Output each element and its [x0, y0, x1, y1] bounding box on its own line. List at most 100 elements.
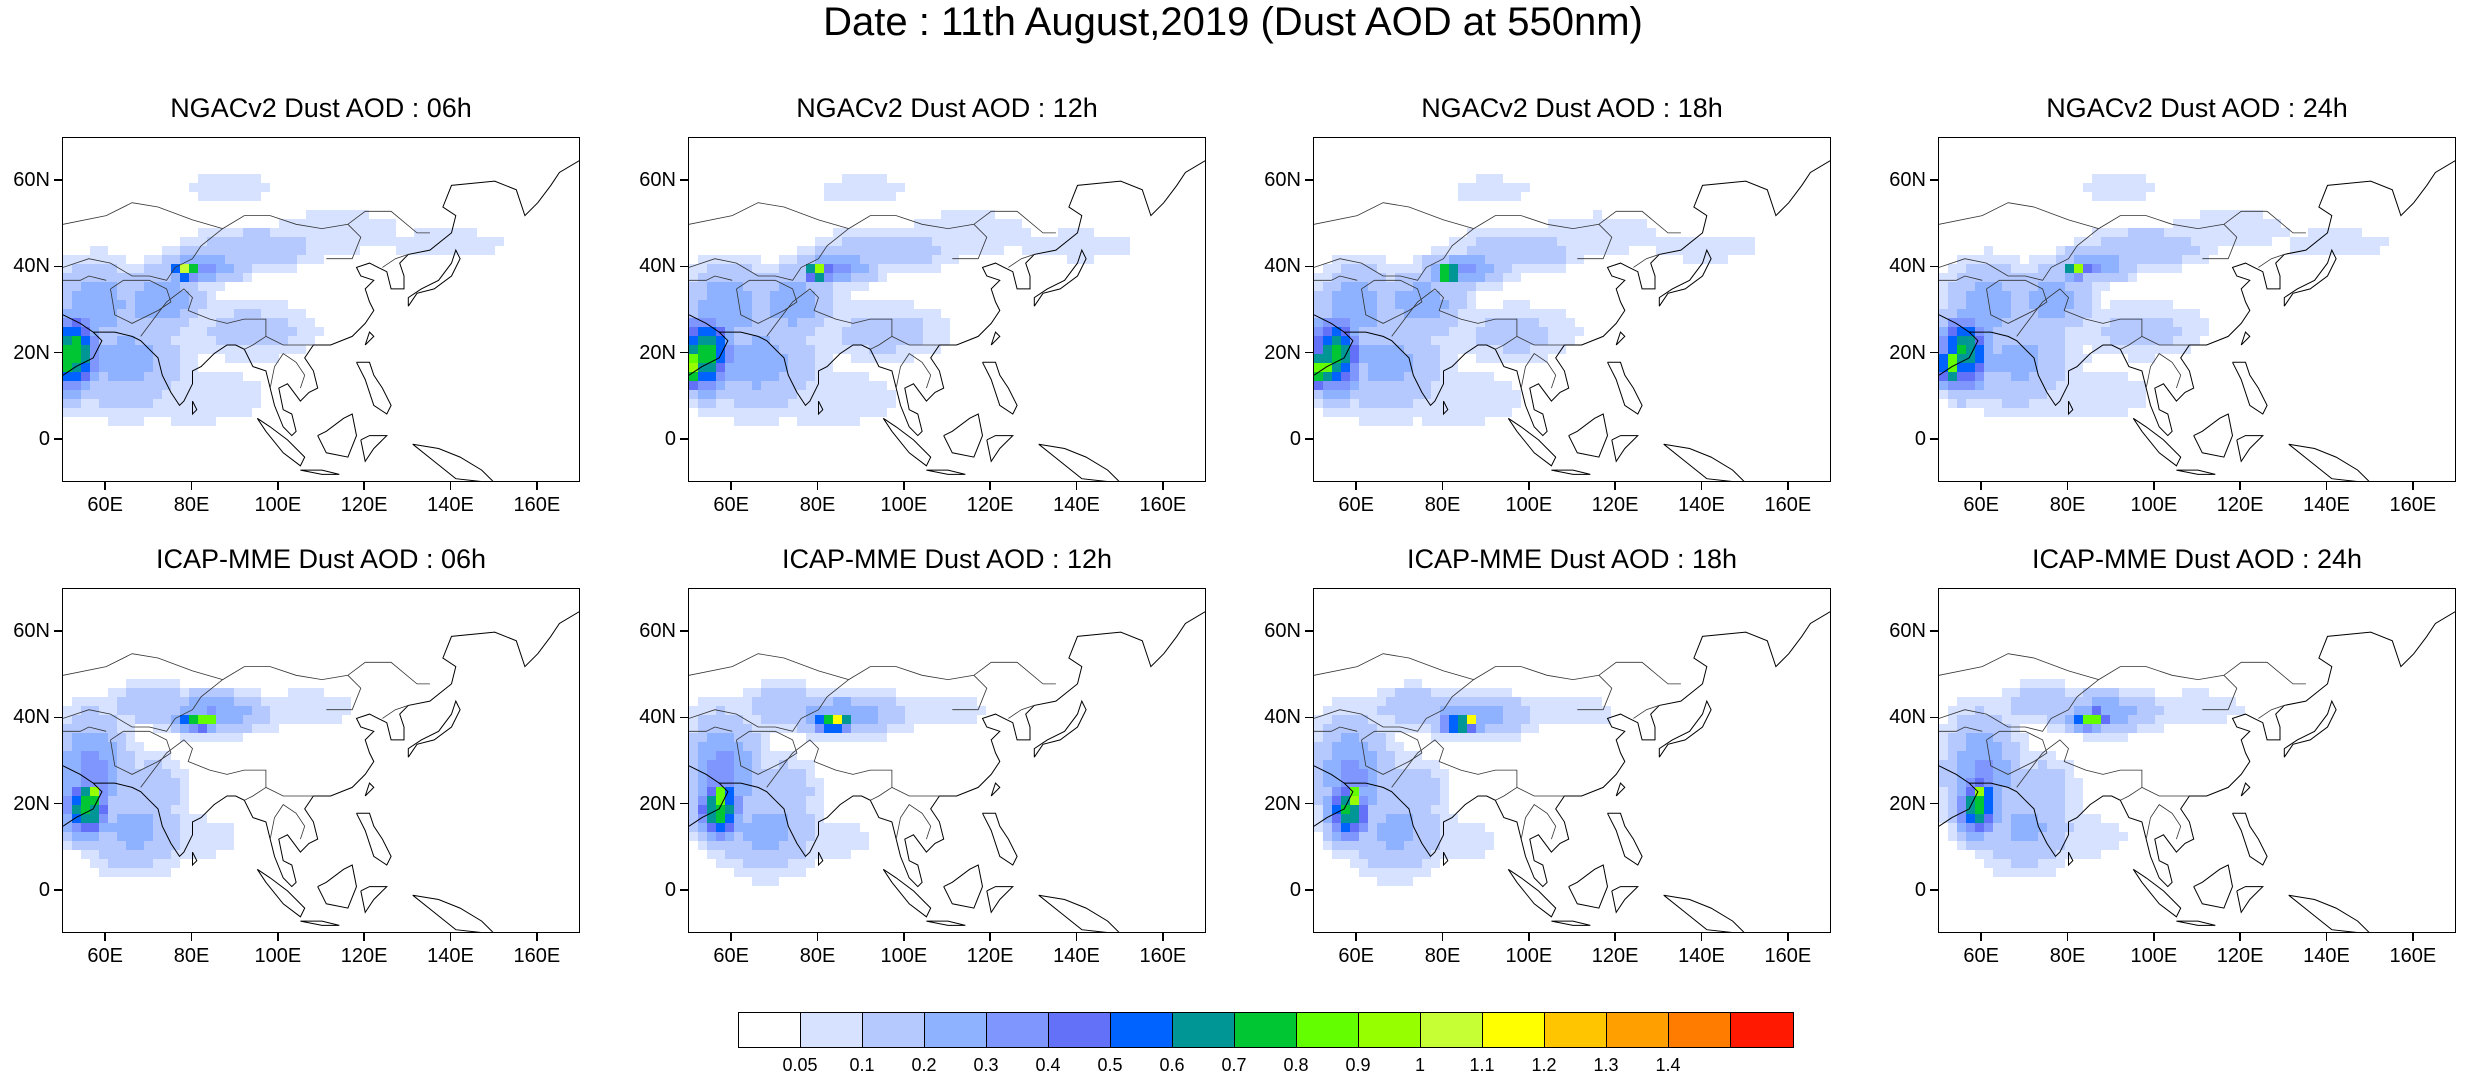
aod-cell: [1993, 706, 2002, 715]
aod-cell: [851, 417, 860, 426]
aod-cell: [2065, 264, 2074, 273]
aod-cell: [743, 345, 752, 354]
aod-cell: [905, 255, 914, 264]
lon-tick-label: 140E: [427, 494, 474, 516]
aod-cell: [1341, 697, 1350, 706]
aod-cell: [243, 697, 252, 706]
aod-cell: [135, 309, 144, 318]
aod-cell: [1121, 237, 1130, 246]
lon-tick-label: 100E: [880, 494, 928, 516]
aod-cell: [180, 237, 189, 246]
aod-cell: [1539, 255, 1548, 264]
aod-cell: [779, 697, 788, 706]
aod-cell: [734, 859, 743, 868]
aod-cell: [297, 318, 306, 327]
aod-cell: [1422, 760, 1431, 769]
map-panel: [62, 137, 580, 482]
aod-cell: [2056, 787, 2065, 796]
aod-cell: [1557, 255, 1566, 264]
aod-cell: [1593, 210, 1602, 219]
aod-cell: [81, 291, 90, 300]
aod-cell: [2110, 724, 2119, 733]
aod-cell: [2101, 327, 2110, 336]
aod-cell: [1503, 309, 1512, 318]
aod-cell: [2056, 381, 2065, 390]
aod-cell: [2065, 814, 2074, 823]
aod-cell: [842, 309, 851, 318]
aod-cell: [2173, 715, 2182, 724]
aod-cell: [144, 778, 153, 787]
aod-cell: [2128, 273, 2137, 282]
aod-cell: [1984, 805, 1993, 814]
aod-cell: [851, 174, 860, 183]
aod-cell: [842, 273, 851, 282]
aod-cell: [1993, 300, 2002, 309]
aod-cell: [1939, 336, 1948, 345]
aod-cell: [1422, 787, 1431, 796]
aod-cell: [2101, 264, 2110, 273]
lon-tick: [1614, 933, 1616, 941]
aod-cell: [1386, 300, 1395, 309]
aod-cell: [1404, 859, 1413, 868]
aod-cell: [797, 832, 806, 841]
aod-cell: [306, 318, 315, 327]
country-border: [1577, 675, 1613, 711]
aod-cell: [207, 174, 216, 183]
aod-cell: [171, 408, 180, 417]
aod-cell: [2164, 327, 2173, 336]
aod-cell: [1341, 372, 1350, 381]
aod-cell: [806, 850, 815, 859]
aod-cell: [1386, 327, 1395, 336]
aod-cell: [878, 706, 887, 715]
aod-cell: [2020, 363, 2029, 372]
aod-cell: [2020, 679, 2029, 688]
aod-cell: [1040, 237, 1049, 246]
aod-cell: [180, 381, 189, 390]
aod-cell: [2092, 724, 2101, 733]
aod-cell: [171, 318, 180, 327]
aod-cell: [2020, 688, 2029, 697]
coastline: [1607, 361, 1643, 415]
aod-cell: [878, 354, 887, 363]
aod-cell: [1503, 336, 1512, 345]
aod-cell: [126, 363, 135, 372]
aod-cell: [189, 688, 198, 697]
aod-cell: [198, 417, 207, 426]
aod-cell: [896, 724, 905, 733]
aod-cell: [977, 237, 986, 246]
aod-cell: [1557, 219, 1566, 228]
aod-cell: [770, 706, 779, 715]
aod-cell: [2128, 706, 2137, 715]
aod-cell: [1984, 381, 1993, 390]
aod-cell: [216, 372, 225, 381]
aod-cell: [1530, 318, 1539, 327]
aod-cell: [806, 778, 815, 787]
aod-cell: [1566, 219, 1575, 228]
aod-cell: [180, 273, 189, 282]
aod-cell: [2020, 868, 2029, 877]
aod-cell: [2146, 309, 2155, 318]
aod-cell: [1467, 390, 1476, 399]
aod-cell: [2092, 408, 2101, 417]
aod-cell: [63, 354, 72, 363]
aod-cell: [1710, 246, 1719, 255]
aod-cell: [2002, 255, 2011, 264]
aod-cell: [270, 255, 279, 264]
aod-cell: [1503, 300, 1512, 309]
coastline: [689, 765, 729, 827]
aod-cell: [689, 751, 698, 760]
aod-cell: [2056, 805, 2065, 814]
aod-cell: [2047, 706, 2056, 715]
aod-cell: [261, 706, 270, 715]
aod-cell: [941, 246, 950, 255]
aod-cell: [99, 796, 108, 805]
aod-cell: [833, 706, 842, 715]
aod-cell: [1449, 300, 1458, 309]
aod-cell: [959, 219, 968, 228]
aod-cell: [144, 408, 153, 417]
aod-cell: [734, 390, 743, 399]
coastline: [2283, 699, 2337, 758]
aod-cell: [1966, 796, 1975, 805]
aod-cell: [99, 327, 108, 336]
aod-cell: [441, 237, 450, 246]
